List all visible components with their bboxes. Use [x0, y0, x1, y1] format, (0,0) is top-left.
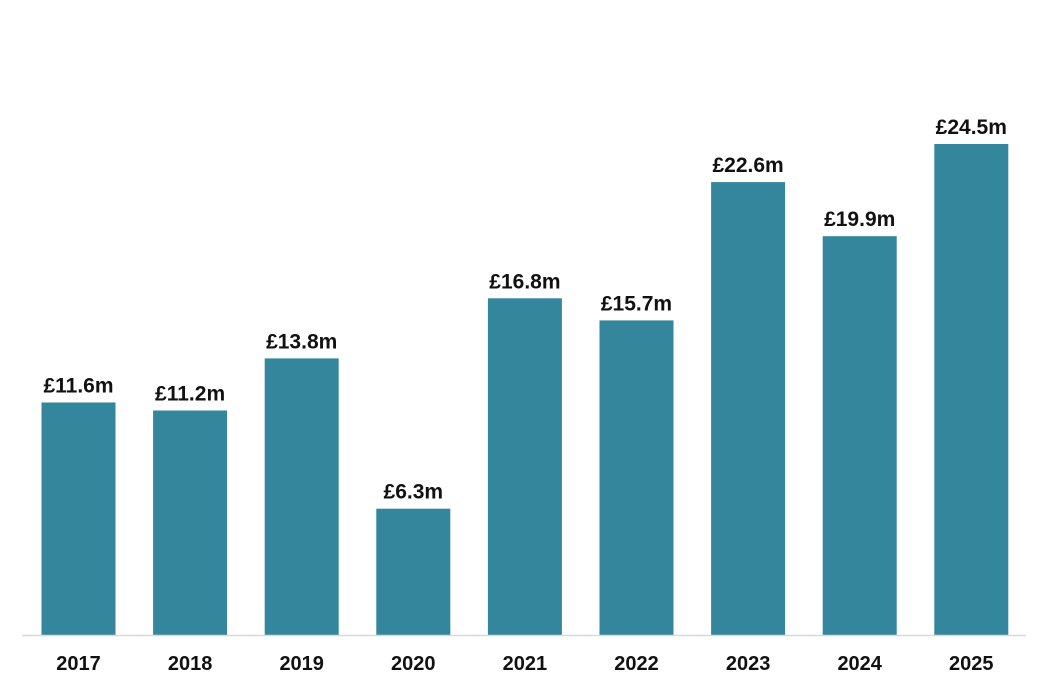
bar-2025	[934, 144, 1009, 635]
data-label-2024: £19.9m	[824, 208, 895, 231]
x-tick-label-2018: 2018	[168, 653, 213, 675]
x-tick-label-2019: 2019	[279, 653, 324, 675]
data-label-2017: £11.6m	[43, 375, 113, 398]
data-label-2020: £6.3m	[384, 481, 444, 504]
bar-2018	[153, 410, 228, 635]
data-label-2023: £22.6m	[712, 154, 783, 177]
bar-2021	[487, 298, 562, 635]
x-tick-label-2025: 2025	[949, 653, 994, 675]
x-tick-label-2017: 2017	[56, 653, 101, 675]
x-tick-label-2024: 2024	[837, 653, 882, 675]
data-label-2018: £11.2m	[155, 383, 225, 406]
bar-2019	[264, 358, 339, 635]
data-label-2022: £15.7m	[601, 292, 672, 315]
bars-group	[41, 144, 1009, 635]
data-label-2025: £24.5m	[936, 116, 1007, 139]
bar-2024	[822, 236, 897, 635]
x-tick-label-2023: 2023	[726, 653, 771, 675]
bar-2017	[41, 402, 116, 635]
data-label-2021: £16.8m	[489, 270, 560, 293]
data-label-2019: £13.8m	[266, 330, 337, 353]
bar-2023	[711, 182, 786, 635]
x-tick-labels-group: 2017 2018 2019 2020 2021 2022 2023 2024 2025	[56, 653, 993, 675]
bar-2022	[599, 320, 674, 635]
x-tick-label-2021: 2021	[503, 653, 548, 675]
x-tick-label-2020: 2020	[391, 653, 436, 675]
x-tick-label-2022: 2022	[614, 653, 659, 675]
bar-2020	[376, 508, 451, 635]
data-labels-group: £11.6m £11.2m £13.8m £6.3m £16.8m £15.7m £22.6…	[43, 116, 1006, 504]
